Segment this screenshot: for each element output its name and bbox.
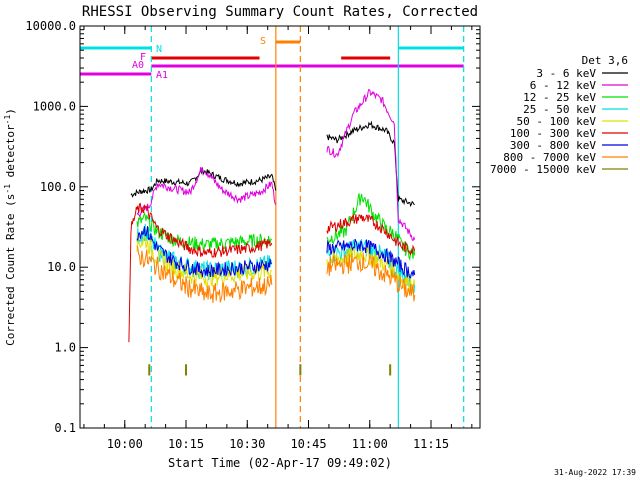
series-line	[326, 213, 416, 256]
legend-label: 6 - 12 keV	[530, 79, 597, 92]
data-series	[128, 88, 416, 376]
chart-title: RHESSI Observing Summary Count Rates, Co…	[82, 4, 478, 20]
flag-label-a0: A0	[132, 60, 144, 71]
y-axis-label: Corrected Count Rate (s-1 detector-1)	[3, 108, 17, 346]
legend-label: 800 - 7000 keV	[503, 151, 596, 164]
x-tick-label: 10:00	[107, 437, 143, 451]
y-tick-label: 1.0	[54, 341, 76, 355]
legend-label: 25 - 50 keV	[523, 103, 596, 116]
x-axis: 10:00 10:15 10:30 10:45 11:00 11:15	[83, 26, 473, 451]
flag-label-s: S	[260, 36, 266, 47]
y-axis-label-sup1: -1	[3, 184, 12, 194]
legend-label: 7000 - 15000 keV	[490, 163, 596, 176]
plot-frame	[79, 25, 481, 429]
legend-label: 3 - 6 keV	[536, 67, 596, 80]
y-axis-label-sup2: -1	[3, 115, 12, 125]
x-tick-label: 11:15	[413, 437, 449, 451]
flag-label-a1: A1	[156, 70, 168, 81]
y-tick-label: 1000.0	[33, 99, 76, 113]
series-line	[136, 167, 277, 218]
legend-label: 100 - 300 keV	[510, 127, 596, 140]
series-line	[326, 238, 416, 279]
y-tick-label: 10000.0	[25, 19, 76, 33]
y-axis-label-end: )	[4, 108, 17, 115]
legend-label: 300 - 800 keV	[510, 139, 596, 152]
y-axis: 0.1 1.0 10.0 100.0 1000.0 10000.0	[25, 19, 480, 435]
series-line	[326, 120, 415, 208]
series-line	[326, 88, 416, 242]
y-tick-label: 10.0	[47, 260, 76, 274]
y-tick-label: 100.0	[40, 180, 76, 194]
x-tick-label: 10:30	[229, 437, 265, 451]
x-tick-label: 10:15	[168, 437, 204, 451]
series-line	[136, 211, 273, 251]
legend-title: Det 3,6	[582, 54, 628, 67]
series-line	[326, 193, 416, 261]
x-axis-label: Start Time (02-Apr-17 09:49:02)	[168, 456, 392, 470]
series-line	[128, 202, 273, 343]
y-axis-label-main: Corrected Count Rate (s	[4, 194, 17, 346]
flag-label-n: N	[156, 44, 162, 55]
flag-label-f: F	[140, 52, 146, 63]
x-tick-label: 10:45	[290, 437, 326, 451]
y-tick-label: 0.1	[54, 421, 76, 435]
legend-label: 12 - 25 keV	[523, 91, 596, 104]
y-axis-label-mid: detector	[4, 124, 17, 184]
series-line	[326, 252, 416, 302]
x-tick-label: 11:00	[352, 437, 388, 451]
series-line	[136, 226, 272, 278]
series-line	[136, 245, 273, 304]
footer-timestamp: 31-Aug-2022 17:39	[554, 468, 636, 477]
legend-label: 50 - 100 keV	[517, 115, 597, 128]
series-line	[136, 233, 273, 288]
